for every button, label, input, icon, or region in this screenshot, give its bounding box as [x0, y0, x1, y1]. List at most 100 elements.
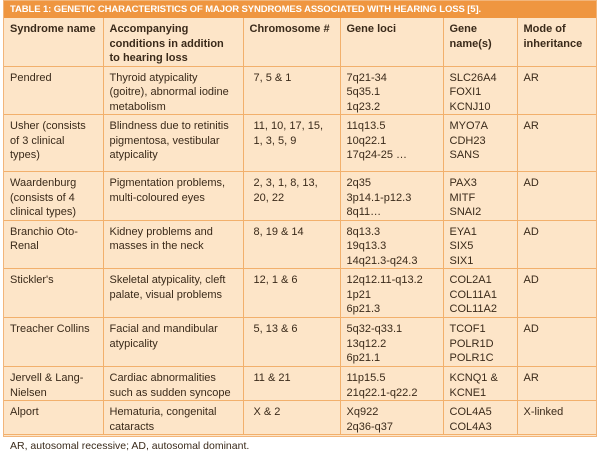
gene-names-cell: SLC26A4 FOXI1 KCNJ10	[443, 66, 518, 115]
chromosome-cell: 7, 5 & 1	[243, 66, 341, 115]
table-row: Alport Hematuria, congenital cataracts X &…	[4, 400, 596, 435]
gene-locus: 21q22.1-q22.2	[346, 386, 418, 399]
gene-locus: Xq922	[346, 406, 379, 418]
inheritance-mode-cell: AD	[517, 317, 596, 367]
syndrome-name-cell: Waardenburg (consists of 4 clinical type…	[4, 171, 104, 221]
syndrome-name-cell: Usher (consists of 3 clinical types)	[4, 114, 104, 172]
conditions-cell: Cardiac abnormalities such as sudden syn…	[103, 366, 244, 401]
gene-names-cell: COL2A1 COL11A1 COL11A2	[443, 268, 518, 318]
inheritance-mode-cell: AR	[517, 66, 596, 115]
gene-name: MITF	[449, 191, 476, 204]
gene-locus: 6p21.3	[346, 303, 381, 315]
inheritance-mode-cell: X-linked	[517, 400, 596, 435]
inheritance-mode-cell: AD	[517, 268, 596, 318]
inheritance-mode-cell: AD	[517, 220, 596, 269]
chromosome-cell: 12, 1 & 6	[243, 268, 341, 318]
chromosome-cell: 11 & 21	[243, 366, 341, 401]
gene-locus: 11p15.5	[346, 372, 386, 384]
gene-loci-cell: 5q32-q33.1 13q12.2 6p21.1	[340, 317, 444, 367]
syndrome-name-cell: Stickler's	[4, 268, 104, 318]
inheritance-mode-cell: AD	[517, 171, 596, 221]
table-row: Usher (consists of 3 clinical types) Blin…	[4, 114, 596, 172]
column-header: Syndrome name	[4, 18, 104, 67]
table-container: TABLE 1: GENETIC CHARACTERISTICS OF MAJO…	[3, 0, 597, 452]
conditions-cell: Pigmentation problems, multi-coloured ey…	[103, 171, 244, 221]
gene-loci-cell: 2q35 3p14.1-p12.3 8q11…	[340, 171, 444, 221]
gene-name: SLC26A4	[449, 71, 497, 84]
gene-locus: 12q12.11-q13.2	[346, 274, 423, 286]
gene-name: SANS	[449, 149, 480, 161]
column-header: Accompanying conditions in addition to h…	[103, 18, 244, 67]
syndrome-name-cell: Pendred	[4, 66, 104, 115]
gene-locus: 2q36-q37	[346, 420, 394, 433]
gene-locus: 6p21.1	[346, 352, 381, 364]
gene-names-cell: PAX3 MITF SNAI2	[443, 171, 518, 221]
gene-name: FOXI1	[449, 86, 482, 98]
gene-name: COL11A1	[449, 288, 498, 301]
table-title: TABLE 1: GENETIC CHARACTERISTICS OF MAJO…	[4, 1, 596, 18]
gene-name: POLR1C	[449, 352, 494, 364]
gene-names-cell: EYA1 SIX5 SIX1	[443, 220, 518, 269]
gene-name: SIX1	[449, 254, 474, 267]
gene-locus: 1p21	[346, 288, 371, 301]
gene-loci-cell: 12q12.11-q13.2 1p21 6p21.3	[340, 268, 444, 318]
gene-name: COL4A3	[449, 420, 492, 433]
chromosome-cell: 2, 3, 1, 8, 13, 20, 22	[243, 171, 341, 221]
gene-names-cell: KCNQ1 & KCNE1	[443, 366, 518, 401]
gene-name: COL4A5	[449, 406, 492, 418]
gene-locus: 2q35	[346, 177, 371, 189]
column-header: Gene name(s)	[443, 18, 518, 67]
column-header: Chromosome #	[243, 18, 341, 67]
gene-locus: 17q24-25 …	[346, 149, 408, 161]
conditions-cell: Blindness due to retinitis pigmentosa, v…	[103, 114, 244, 172]
gene-name: PAX3	[449, 177, 477, 189]
gene-locus: 7q21-34	[346, 71, 387, 84]
conditions-cell: Facial and mandibular atypicality	[103, 317, 244, 367]
syndrome-name-cell: Jervell & Lang-Nielsen	[4, 366, 104, 401]
table-row: Pendred Thyroid atypicality (goitre), abn…	[4, 66, 596, 115]
table-row: Treacher Collins Facial and mandibular at…	[4, 317, 596, 367]
gene-name: KCNQ1 &	[449, 372, 498, 384]
chromosome-cell: 5, 13 & 6	[243, 317, 341, 367]
gene-locus: 14q21.3-q24.3	[346, 254, 418, 267]
gene-name: SNAI2	[449, 206, 482, 218]
gene-locus: 19q13.3	[346, 240, 387, 252]
gene-loci-cell: Xq922 2q36-q37	[340, 400, 444, 435]
inheritance-mode-cell: AR	[517, 114, 596, 172]
column-header: Mode of inheritance	[517, 18, 596, 67]
table-row: Branchio Oto-Renal Kidney problems and ma…	[4, 220, 596, 269]
syndrome-name-cell: Alport	[4, 400, 104, 435]
gene-names-cell: TCOF1 POLR1D POLR1C	[443, 317, 518, 367]
inheritance-mode-cell: AR	[517, 366, 596, 401]
table-row: Stickler's Skeletal atypicality, cleft pa…	[4, 268, 596, 318]
syndrome-name-cell: Branchio Oto-Renal	[4, 220, 104, 269]
chromosome-cell: 11, 10, 17, 15, 1, 3, 5, 9	[243, 114, 341, 172]
gene-locus: 1q23.2	[346, 100, 381, 113]
chromosome-cell: 8, 19 & 14	[243, 220, 341, 269]
table-row: Jervell & Lang-Nielsen Cardiac abnormalit…	[4, 366, 596, 401]
chromosome-cell: X & 2	[243, 400, 341, 435]
gene-names-cell: MYO7A CDH23 SANS	[443, 114, 518, 172]
table-footnote: AR, autosomal recessive; AD, autosomal d…	[10, 440, 250, 452]
gene-locus: 5q32-q33.1	[346, 323, 403, 335]
gene-name: MYO7A	[449, 120, 489, 132]
gene-locus: 5q35.1	[346, 86, 381, 98]
table-row: Waardenburg (consists of 4 clinical type…	[4, 171, 596, 221]
conditions-cell: Thyroid atypicality (goitre), abnormal i…	[103, 66, 244, 115]
syndrome-name-cell: Treacher Collins	[4, 317, 104, 367]
gene-locus: 8q11…	[346, 206, 382, 218]
conditions-cell: Hematuria, congenital cataracts	[103, 400, 244, 435]
gene-name: COL2A1	[449, 274, 492, 286]
gene-name: TCOF1	[449, 323, 486, 335]
conditions-cell: Kidney problems and masses in the neck	[103, 220, 244, 269]
gene-locus: 3p14.1-p12.3	[346, 191, 412, 204]
gene-name: KCNE1	[449, 386, 487, 399]
gene-loci-cell: 11p15.5 21q22.1-q22.2	[340, 366, 444, 401]
gene-loci-cell: 8q13.3 19q13.3 14q21.3-q24.3	[340, 220, 444, 269]
gene-name: POLR1D	[449, 337, 494, 350]
gene-locus: 13q12.2	[346, 337, 387, 350]
gene-name: EYA1	[449, 225, 477, 238]
gene-locus: 11q13.5	[346, 120, 386, 132]
gene-name: SIX5	[449, 240, 474, 252]
syndromes-table: Syndrome name Accompanying conditions in…	[4, 18, 596, 435]
